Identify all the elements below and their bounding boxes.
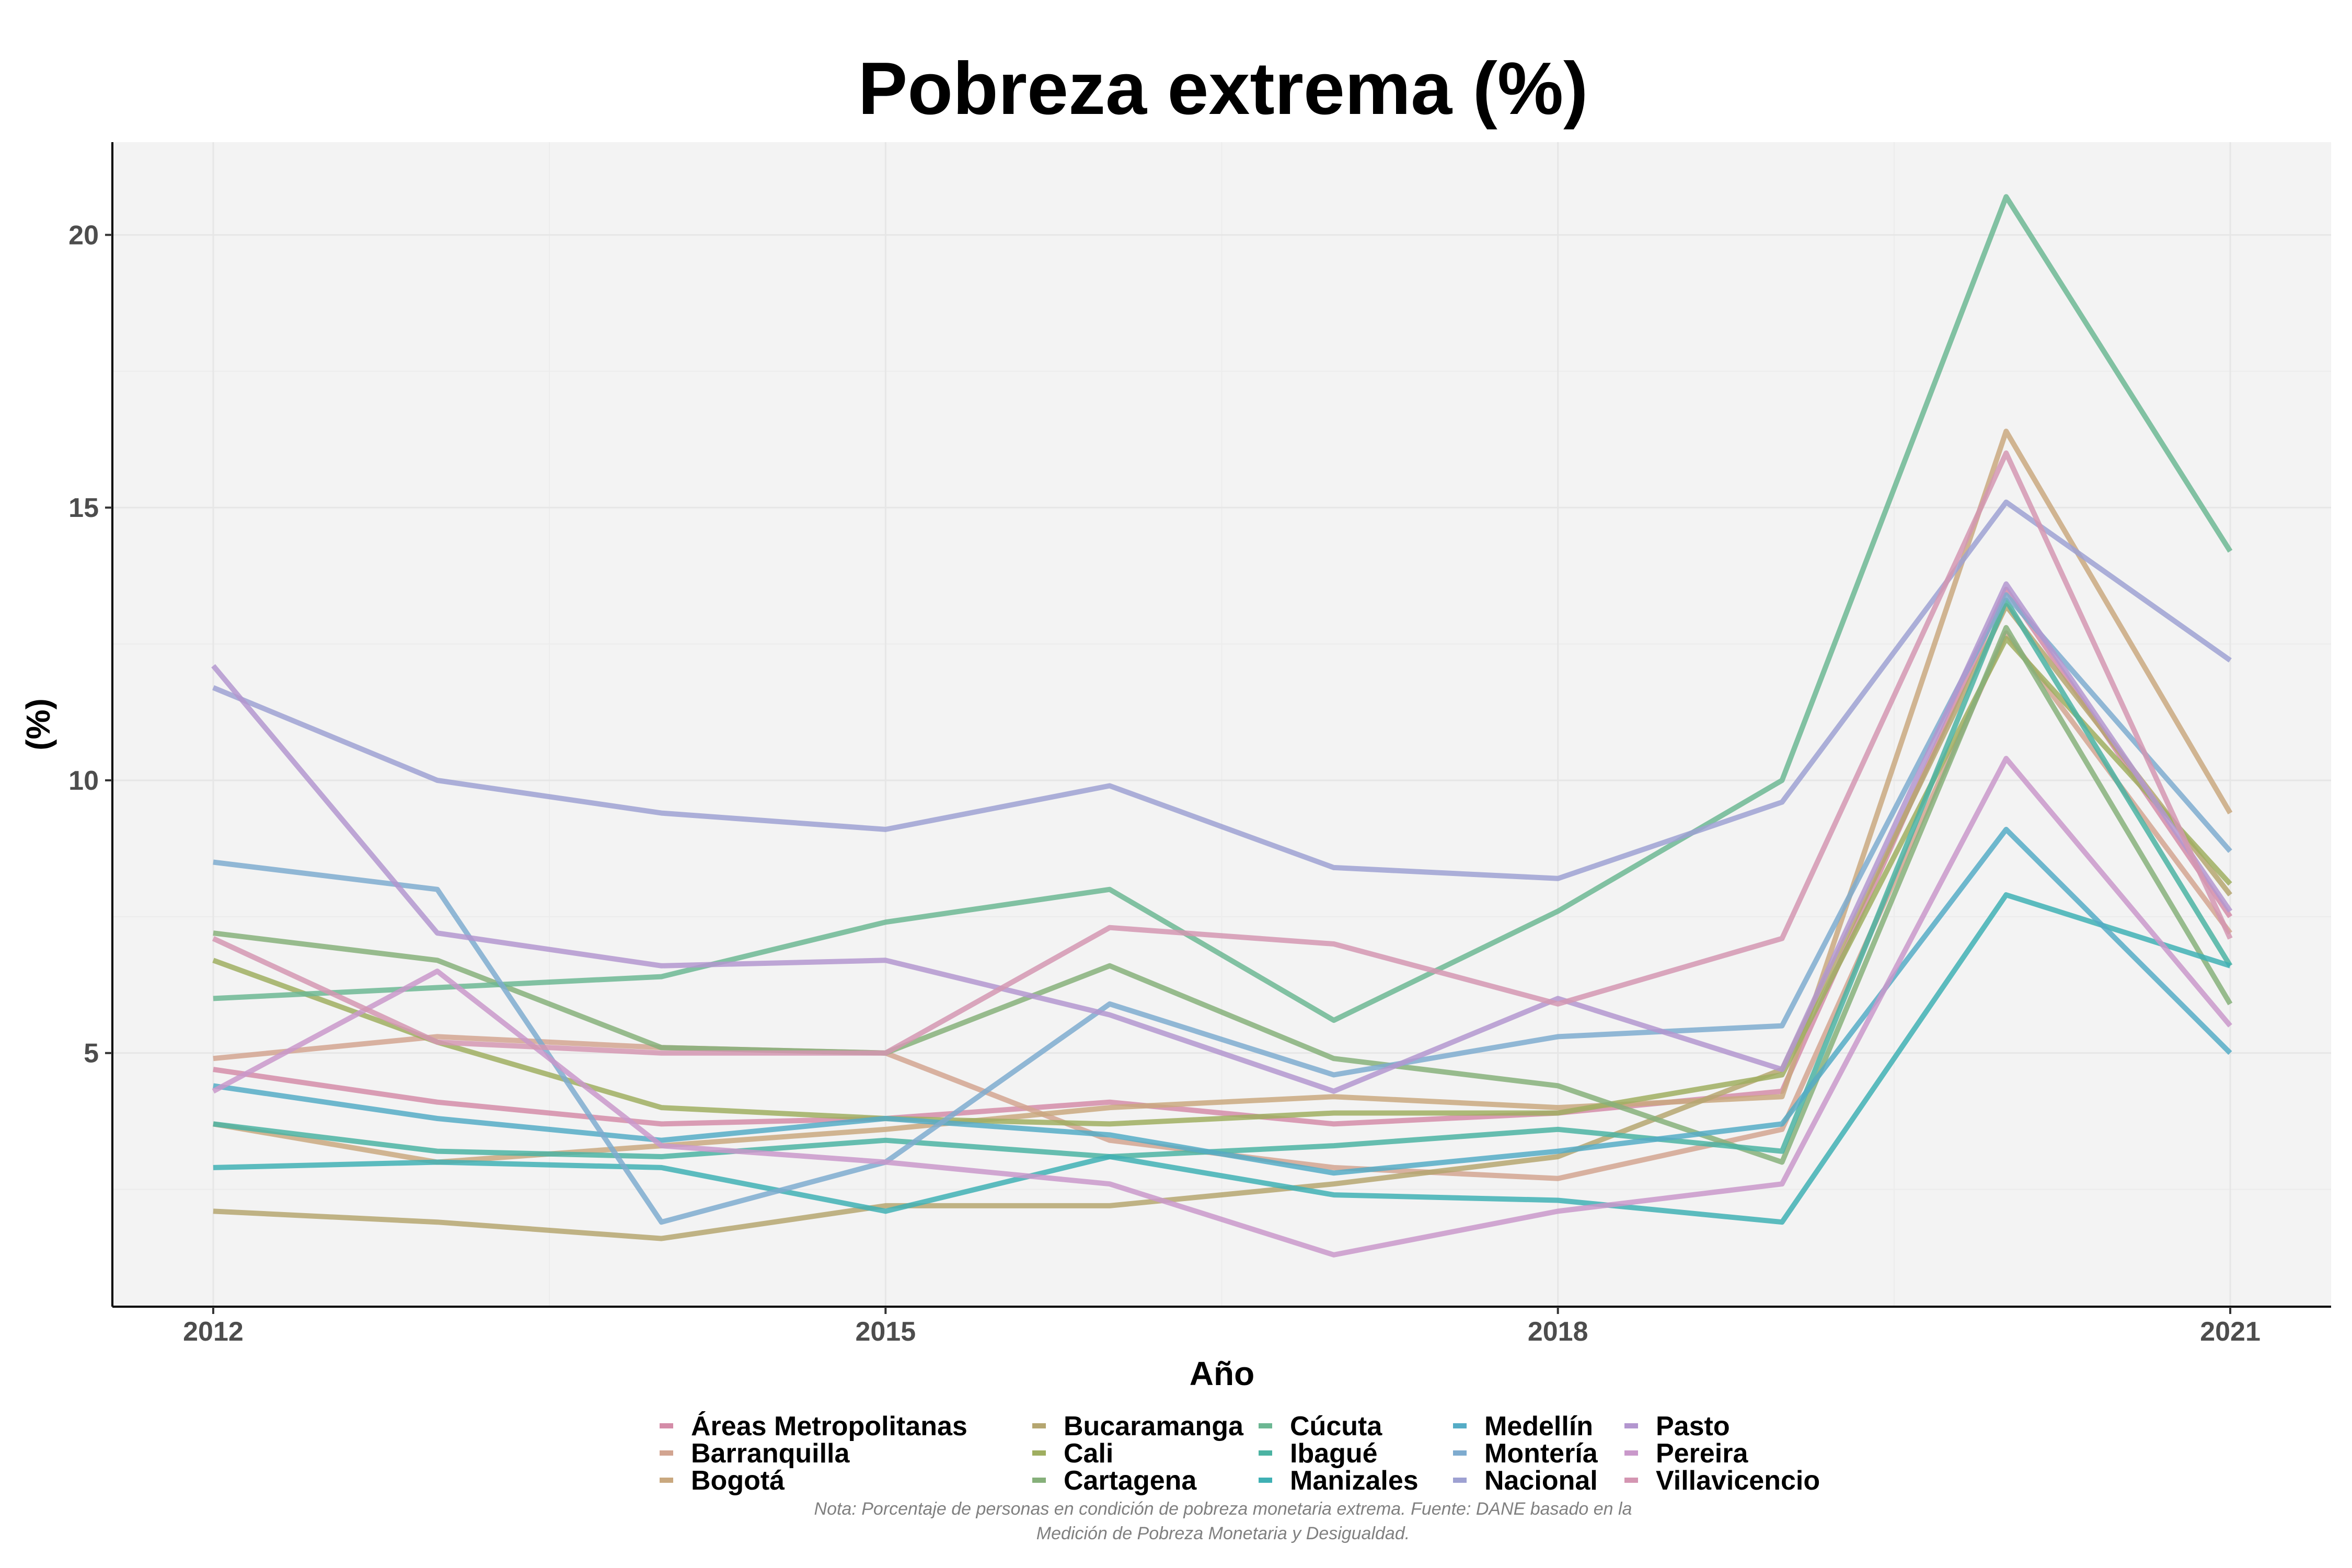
legend-label: Bucaramanga	[1064, 1411, 1244, 1442]
legend-label: Nacional	[1484, 1466, 1598, 1496]
y-tick-label: 15	[68, 493, 99, 523]
series-line-11	[212, 499, 2232, 881]
series-lines	[211, 194, 2233, 1258]
series-line-13	[212, 756, 2232, 1258]
series-line-4	[212, 636, 2232, 1127]
y-tick-label: 20	[68, 220, 99, 250]
legend-label: Barranquilla	[691, 1438, 850, 1469]
legend-label: Cali	[1064, 1438, 1113, 1469]
legend-label: Ibagué	[1290, 1438, 1378, 1469]
legend-label: Manizales	[1290, 1466, 1419, 1496]
legend-label: Montería	[1484, 1438, 1598, 1469]
series-line-14	[212, 450, 2233, 1056]
series-line-3	[213, 603, 2232, 1241]
y-tick-label: 5	[84, 1039, 99, 1069]
legend-label: Bogotá	[691, 1466, 785, 1496]
legend-label: Medellín	[1484, 1411, 1593, 1442]
x-tick-label: 2021	[2200, 1317, 2261, 1347]
x-axis-title: Año	[1190, 1355, 1254, 1392]
series-line-5	[213, 625, 2233, 1165]
axis-ticks: 5 10 15 20 2012 2015 2018 2021	[68, 220, 2261, 1347]
x-tick-label: 2018	[1528, 1317, 1588, 1347]
legend-label: Pasto	[1656, 1411, 1730, 1442]
note-line-2: Medición de Pobreza Monetaria y Desigual…	[1036, 1524, 1410, 1543]
legend-label: Cartagena	[1064, 1466, 1197, 1496]
y-axis-title: (%)	[19, 698, 57, 751]
legend-label: Cúcuta	[1290, 1411, 1382, 1442]
series-line-6	[213, 194, 2233, 1023]
series-line-8	[213, 892, 2231, 1225]
chart-title: Pobreza extrema (%)	[858, 47, 1588, 130]
note-line-1: Nota: Porcentaje de personas en condició…	[814, 1499, 1632, 1519]
legend-label: Pereira	[1656, 1438, 1748, 1469]
x-tick-label: 2012	[183, 1317, 244, 1347]
legend-label: Áreas Metropolitanas	[691, 1411, 967, 1442]
series-line-7	[213, 597, 2233, 1159]
legend-label: Villavicencio	[1656, 1466, 1820, 1496]
series-line-12	[211, 581, 2233, 1094]
x-tick-label: 2015	[855, 1317, 916, 1347]
y-tick-label: 10	[68, 766, 99, 796]
